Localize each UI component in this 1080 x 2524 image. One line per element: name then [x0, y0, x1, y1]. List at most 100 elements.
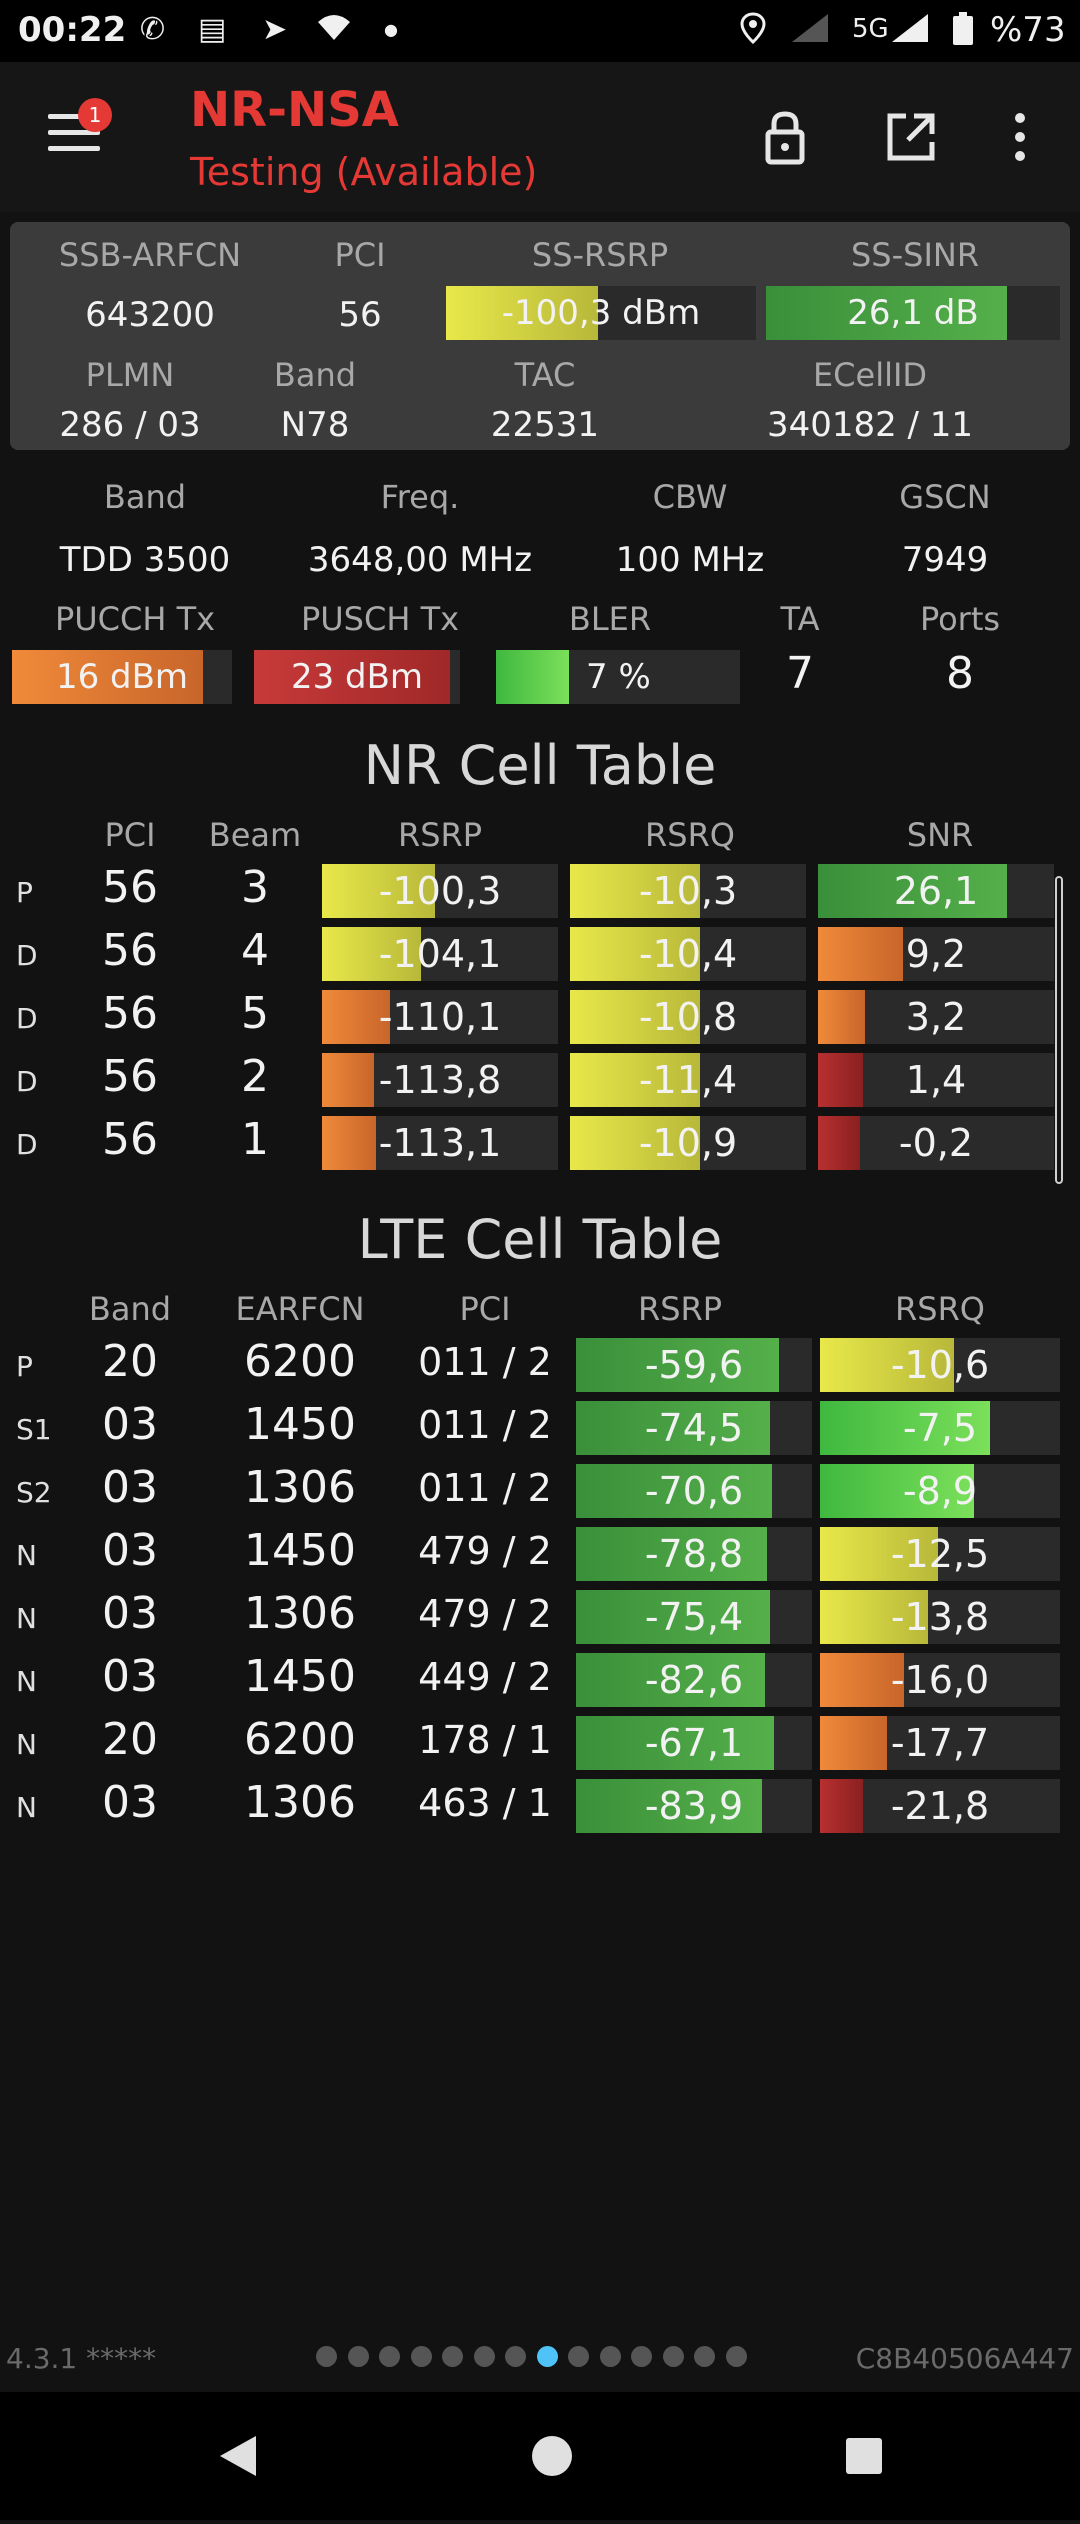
page-dot[interactable] — [347, 2346, 369, 2367]
ss-rsrp-bar: -100,3 dBm — [446, 286, 756, 340]
nr-header-pci: PCI — [104, 816, 156, 854]
lte-row-tag: S2 — [16, 1476, 52, 1509]
lte-row-rsrq-bar: -21,8 — [820, 1779, 1060, 1833]
lte-row-rsrq-bar-fill — [820, 1653, 904, 1707]
lte-header-rsrq: RSRQ — [895, 1290, 985, 1328]
lte-header-earfcn: EARFCN — [235, 1290, 365, 1328]
page-dot[interactable] — [694, 2346, 715, 2367]
racing-icon: ➤ — [262, 12, 288, 47]
nr-row-beam: 3 — [241, 862, 269, 913]
value-ports: 8 — [946, 648, 974, 699]
lte-row-band: 03 — [102, 1588, 158, 1639]
lte-row-pci: 463 / 1 — [418, 1781, 552, 1825]
value-pucch-tx: 16 dBm — [55, 657, 189, 697]
nr-row-pci: 56 — [102, 862, 158, 913]
lte-row-rsrp-value: -83,9 — [644, 1784, 744, 1828]
more-options-icon[interactable] — [985, 102, 1055, 172]
lte-row-rsrp-bar: -83,9 — [576, 1779, 812, 1833]
menu-icon[interactable] — [48, 114, 100, 154]
label-bler: BLER — [568, 600, 652, 638]
nr-row-tag: D — [16, 1128, 38, 1161]
battery-percent: %73 — [990, 10, 1066, 50]
lte-row-rsrq-bar-fill — [820, 1527, 938, 1581]
notification-badge: 1 — [78, 98, 112, 132]
lte-row-rsrq-bar: -13,8 — [820, 1590, 1060, 1644]
page-dot[interactable] — [379, 2346, 400, 2367]
nr-row-pci: 56 — [102, 1114, 158, 1165]
lte-row-tag: N — [16, 1602, 37, 1635]
page-dot[interactable] — [662, 2346, 684, 2367]
label-ecellid: ECellID — [812, 356, 928, 394]
nr-row-snr-value: 9,2 — [905, 932, 967, 976]
value-ecellid: 340182 / 11 — [766, 405, 974, 445]
value-ta: 7 — [786, 648, 814, 699]
nr-row-rsrq-bar-fill — [570, 990, 700, 1044]
lte-row-pci: 178 / 1 — [418, 1718, 552, 1762]
nr-row-snr-value: 26,1 — [893, 869, 979, 913]
lte-row-pci: 449 / 2 — [418, 1655, 552, 1699]
nr-row-rsrp-bar-fill — [322, 864, 435, 918]
lte-row-rsrp-bar-fill — [576, 1590, 770, 1644]
nr-cell-table-title: NR Cell Table — [363, 734, 717, 797]
page-dot[interactable] — [505, 2346, 526, 2367]
lte-row-rsrp-bar-fill — [576, 1338, 779, 1392]
label-band: Band — [273, 356, 357, 394]
lte-row-rsrp-bar: -59,6 — [576, 1338, 812, 1392]
lte-row-rsrq-bar-fill — [820, 1401, 990, 1455]
lte-row-tag: N — [16, 1665, 37, 1698]
share-icon[interactable] — [876, 102, 946, 172]
label-radio-band: Band — [103, 478, 187, 516]
recents-icon[interactable] — [764, 2392, 964, 2520]
nr-header-rsrq: RSRQ — [645, 816, 735, 854]
nr-row-rsrq-bar: -11,4 — [570, 1053, 806, 1107]
nr-row-snr-bar-fill — [818, 1053, 863, 1107]
home-icon[interactable] — [452, 2392, 652, 2520]
lte-row-rsrp-bar-fill — [576, 1716, 774, 1770]
lte-row-earfcn: 6200 — [244, 1336, 356, 1387]
lte-row-tag: P — [16, 1350, 33, 1383]
lte-row-rsrp-value: -82,6 — [644, 1658, 744, 1702]
value-freq: 3648,00 MHz — [307, 540, 533, 580]
page-dot[interactable] — [473, 2346, 495, 2367]
label-pusch-tx: PUSCH Tx — [300, 600, 460, 638]
page-dot[interactable] — [568, 2346, 589, 2367]
label-tac: TAC — [514, 356, 576, 394]
page-dot[interactable] — [631, 2346, 652, 2367]
page-dot[interactable] — [410, 2346, 432, 2367]
page-dot[interactable] — [536, 2346, 558, 2367]
nr-row-rsrp-bar: -110,1 — [322, 990, 558, 1044]
pusch-tx-bar: 23 dBm — [254, 650, 460, 704]
lte-row-band: 03 — [102, 1462, 158, 1513]
lte-header-pci: PCI — [459, 1290, 511, 1328]
lte-row-rsrp-value: -70,6 — [644, 1469, 744, 1513]
lte-row-pci: 011 / 2 — [418, 1340, 552, 1384]
lock-icon[interactable] — [750, 102, 820, 172]
page-dot[interactable] — [725, 2346, 747, 2367]
label-cbw: CBW — [652, 478, 728, 516]
app-subtitle: Testing (Available) — [190, 150, 538, 194]
nr-row-beam: 4 — [241, 925, 269, 976]
lte-row-pci: 011 / 2 — [418, 1466, 552, 1510]
lte-row-rsrq-bar: -12,5 — [820, 1527, 1060, 1581]
page-dot[interactable] — [442, 2346, 463, 2367]
nr-row-tag: P — [16, 876, 33, 909]
lte-row-rsrp-value: -67,1 — [644, 1721, 744, 1765]
lte-row-pci: 479 / 2 — [418, 1592, 552, 1636]
nr-row-snr-bar-fill — [818, 927, 903, 981]
nr-row-rsrq-bar: -10,9 — [570, 1116, 806, 1170]
nr-table-scrollbar[interactable] — [1055, 876, 1063, 1184]
lte-row-rsrq-bar-fill — [820, 1716, 887, 1770]
nr-row-rsrq-bar: -10,3 — [570, 864, 806, 918]
lte-row-band: 20 — [102, 1336, 158, 1387]
value-pusch-tx: 23 dBm — [290, 657, 424, 697]
page-dot[interactable] — [316, 2346, 337, 2367]
nr-row-tag: D — [16, 1065, 38, 1098]
app-title: NR-NSA — [190, 82, 399, 138]
page-dot[interactable] — [599, 2346, 621, 2367]
value-band: N78 — [280, 405, 350, 445]
nr-row-pci: 56 — [102, 988, 158, 1039]
value-ss-sinr: 26,1 dB — [847, 293, 979, 333]
lte-row-rsrq-value: -10,6 — [890, 1343, 990, 1387]
lte-row-earfcn: 1450 — [244, 1525, 356, 1576]
back-icon[interactable] — [138, 2392, 338, 2520]
